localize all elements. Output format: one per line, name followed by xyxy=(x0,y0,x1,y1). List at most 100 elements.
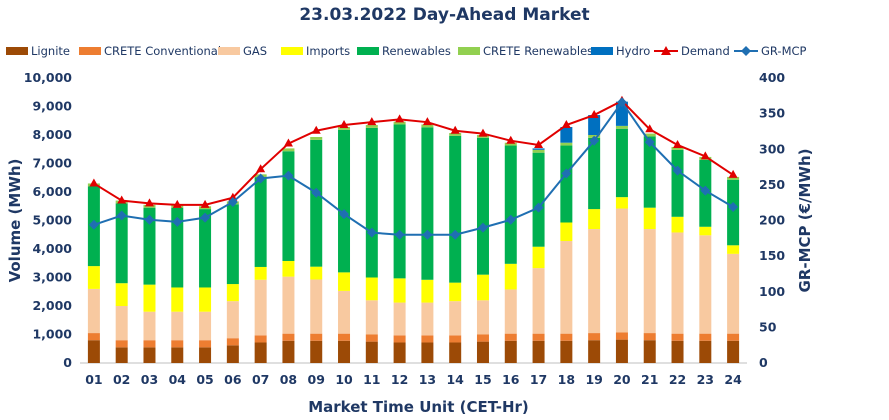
bar-renewables xyxy=(171,207,184,288)
bar-gas xyxy=(727,253,740,334)
legend-line-swatch xyxy=(654,46,678,55)
bar-crete-conventional xyxy=(476,334,489,342)
marker-demand xyxy=(200,199,210,208)
marker-gr-mcp xyxy=(172,216,183,227)
x-tick-label: 02 xyxy=(113,372,130,387)
x-tick-label: 13 xyxy=(419,372,436,387)
legend-label: Lignite xyxy=(31,44,70,58)
bar-renewables xyxy=(727,179,740,246)
line-demand xyxy=(93,99,734,206)
bar-gas xyxy=(560,241,573,334)
marker-gr-mcp xyxy=(505,214,516,225)
bar-imports xyxy=(199,287,212,312)
bar-gas xyxy=(171,311,184,341)
legend-label: Imports xyxy=(306,44,351,58)
bar-imports xyxy=(643,207,656,230)
legend-item-hydro: Hydro xyxy=(591,44,650,58)
marker-gr-mcp xyxy=(533,202,544,213)
x-tick-label: 07 xyxy=(252,372,269,387)
bar-lignite xyxy=(199,347,212,363)
bar-renewables xyxy=(532,152,545,247)
bar-gas xyxy=(699,235,712,334)
bar-lignite xyxy=(476,341,489,363)
marker-demand xyxy=(339,120,349,129)
line-gr-mcp xyxy=(93,100,734,236)
bar-imports xyxy=(171,287,184,312)
bar-imports xyxy=(588,209,601,230)
y2-tick-label: 50 xyxy=(759,319,777,334)
legend-line-swatch xyxy=(734,46,758,56)
bar-crete-conventional xyxy=(504,333,517,341)
y-tick-label: 4,000 xyxy=(32,241,72,256)
bar-crete-renewables xyxy=(421,124,434,128)
legend-swatch xyxy=(218,47,240,55)
bar-crete-conventional xyxy=(643,333,656,341)
legend-item-crete-renewables: CRETE Renewables xyxy=(458,44,593,58)
bar-renewables xyxy=(143,207,156,285)
bar-lignite xyxy=(365,341,378,363)
bar-lignite xyxy=(338,340,351,363)
bar-gas xyxy=(115,306,128,341)
bar-lignite xyxy=(588,340,601,363)
marker-demand xyxy=(589,110,599,119)
marker-gr-mcp xyxy=(144,214,155,225)
bar-hydro xyxy=(532,148,545,150)
y2-tick-label: 350 xyxy=(759,106,785,121)
bar-imports xyxy=(338,272,351,291)
bar-imports xyxy=(699,226,712,236)
bar-imports xyxy=(365,277,378,301)
bar-renewables xyxy=(115,203,128,284)
x-tick-label: 24 xyxy=(724,372,742,387)
marker-gr-mcp xyxy=(255,173,266,184)
bar-imports xyxy=(449,282,462,302)
x-tick-label: 17 xyxy=(530,372,547,387)
bar-crete-conventional xyxy=(449,335,462,343)
bar-imports xyxy=(615,197,628,209)
x-tick-label: 06 xyxy=(224,372,242,387)
marker-demand xyxy=(673,139,683,148)
bar-gas xyxy=(199,311,212,341)
bar-lignite xyxy=(115,347,128,363)
y-tick-label: 6,000 xyxy=(32,184,72,199)
marker-demand xyxy=(395,114,405,123)
y2-tick-label: 0 xyxy=(759,355,768,370)
x-tick-label: 16 xyxy=(502,372,520,387)
bar-lignite xyxy=(254,342,267,363)
bar-gas xyxy=(254,279,267,336)
bar-lignite xyxy=(87,340,100,363)
y-tick-label: 3,000 xyxy=(32,270,72,285)
legend-item-imports: Imports xyxy=(281,44,350,58)
bar-gas xyxy=(588,229,601,334)
bar-renewables xyxy=(560,145,573,223)
x-tick-label: 12 xyxy=(391,372,408,387)
bar-gas xyxy=(476,300,489,335)
marker-gr-mcp xyxy=(339,209,350,220)
bar-imports xyxy=(560,222,573,242)
bar-lignite xyxy=(615,339,628,363)
marker-demand xyxy=(700,151,710,160)
marker-gr-mcp xyxy=(311,187,322,198)
y2-tick-label: 200 xyxy=(759,213,785,228)
legend-label: CRETE Conventional xyxy=(104,44,222,58)
bar-hydro xyxy=(588,115,601,135)
y-tick-label: 10,000 xyxy=(24,70,73,85)
legend-label: Demand xyxy=(681,44,730,58)
bar-gas xyxy=(87,288,100,334)
bar-gas xyxy=(615,208,628,333)
bar-lignite xyxy=(532,340,545,363)
marker-gr-mcp xyxy=(88,219,99,230)
bar-renewables xyxy=(338,129,351,273)
bar-crete-renewables xyxy=(449,133,462,136)
legend-swatch xyxy=(79,47,101,55)
marker-demand xyxy=(228,192,238,201)
bar-crete-conventional xyxy=(282,333,295,341)
bar-lignite xyxy=(226,345,239,363)
legend-item-gr-mcp: GR-MCP xyxy=(734,44,806,58)
bar-imports xyxy=(727,245,740,254)
bar-renewables xyxy=(615,128,628,198)
x-tick-label: 04 xyxy=(169,372,187,387)
bar-gas xyxy=(504,289,517,334)
bar-lignite xyxy=(671,340,684,363)
bar-renewables xyxy=(365,127,378,278)
bar-crete-renewables xyxy=(393,121,406,125)
